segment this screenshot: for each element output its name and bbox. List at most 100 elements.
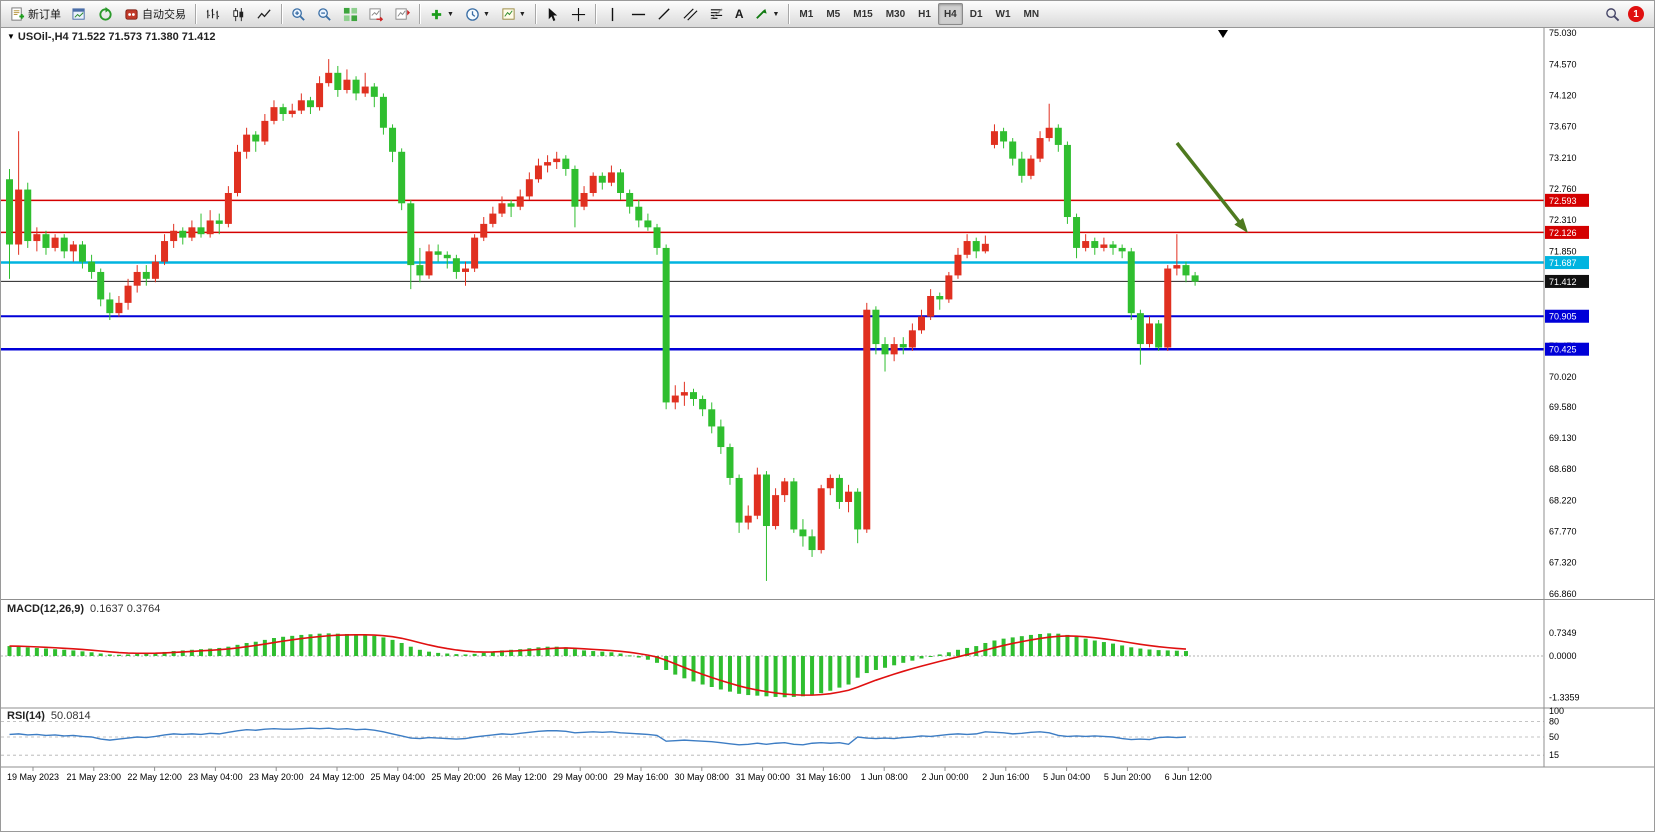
trendline-icon [658,7,670,20]
macd-histogram-bar [582,650,587,656]
bar-chart-mode-button[interactable] [200,3,225,25]
zoom-out-button[interactable] [312,3,337,25]
timeframe-w1-button[interactable]: W1 [990,3,1017,25]
axis-label: 71.687 [1549,258,1577,268]
templates-button[interactable]: ▼ [496,3,531,25]
macd-histogram-bar [618,653,623,656]
dropdown-caret-icon: ▼ [518,10,526,18]
macd-histogram-bar [62,649,67,656]
macd-histogram-bar [627,655,632,657]
candle-body [762,474,770,527]
profiles-button[interactable] [93,3,118,25]
macd-histogram-bar [527,648,532,656]
candle-body [88,261,96,272]
candle-body [1045,127,1053,139]
macd-histogram-bar [591,651,596,656]
cursor-tool-button[interactable] [540,3,565,25]
axis-label: 72.760 [1549,184,1577,194]
candle-body [726,447,734,478]
macd-histogram-bar [116,654,121,656]
toolbar-separator [594,4,596,24]
macd-histogram-bar [700,656,705,685]
horizontal-line-tool-button[interactable] [626,3,651,25]
macd-histogram-bar [253,641,258,656]
timeframe-mn-button[interactable]: MN [1018,3,1046,25]
macd-histogram-bar [463,654,468,656]
macd-histogram-bar [664,656,669,670]
candle-body [1036,138,1044,159]
macd-signal-line [9,633,1187,696]
crosshair-tool-button[interactable] [566,3,591,25]
clock-icon [466,7,479,21]
macd-histogram-bar [126,654,131,656]
macd-histogram-bar [354,634,359,656]
timeframe-m15-button[interactable]: M15 [847,3,878,25]
time-axis[interactable]: 19 May 2023 21 May 23:00 22 May 12:00 23 Ma… [7,767,1212,782]
candle-body [662,247,670,403]
macd-histogram-bar [80,651,85,656]
new-chart-button[interactable] [67,3,92,25]
macd-histogram-bar [864,656,869,674]
macd-histogram-bar [344,633,349,656]
candle-body [945,275,953,300]
macd-histogram-bar [162,651,167,656]
line-chart-mode-button[interactable] [252,3,277,25]
candle-body [334,72,342,90]
axis-label: 67.770 [1549,527,1577,537]
candle-body [106,299,114,314]
auto-scroll-button[interactable] [364,3,389,25]
main-price-pane[interactable] [1,30,1544,581]
trend-arrow-line[interactable] [1175,141,1244,228]
candle-body [635,206,643,221]
candle-body [252,134,260,142]
zoom-in-button[interactable] [286,3,311,25]
bar-shift-marker[interactable] [1218,30,1228,38]
candle-body [990,131,998,145]
macd-histogram-bar [171,651,176,656]
search-button[interactable] [1600,3,1625,25]
candlestick-mode-button[interactable] [226,3,251,25]
vertical-line-tool-button[interactable] [600,3,625,25]
template-icon [502,7,515,20]
candle-body [1082,241,1090,248]
axis-label: 69.130 [1549,433,1577,443]
timeframe-m5-button[interactable]: M5 [820,3,846,25]
timeframe-h4-button[interactable]: H4 [937,3,963,25]
auto-trading-button[interactable]: 自动交易 [119,3,191,25]
candle-body [589,175,597,193]
add-indicator-button[interactable]: ▼ [424,3,459,25]
vertical-line-icon [611,7,614,21]
rsi-pane[interactable] [1,721,1544,756]
collapse-icon[interactable]: ▼ [7,32,15,41]
trendline-tool-button[interactable] [652,3,677,25]
price-axis[interactable]: 75.030 74.570 74.120 73.670 73.210 72.760 72.3… [1543,28,1589,767]
timeframe-m1-button[interactable]: M1 [793,3,819,25]
candle-body [507,203,515,207]
arrows-tool-button[interactable]: ▼ [749,3,784,25]
axis-label: 23 May 20:00 [249,772,304,782]
candle-body [297,100,305,111]
timeframe-h1-button[interactable]: H1 [912,3,937,25]
candle-body [562,158,570,169]
candle-body [735,477,743,523]
macd-histogram-bar [481,652,486,656]
candle-body [826,477,834,489]
fibonacci-tool-button[interactable] [704,3,729,25]
macd-histogram-bar [1010,637,1015,656]
refresh-circle-icon [99,6,112,21]
periods-button[interactable]: ▼ [460,3,495,25]
chart-shift-button[interactable] [390,3,415,25]
axis-label: 5 Jun 20:00 [1104,772,1151,782]
tile-windows-button[interactable] [338,3,363,25]
timeframe-m30-button[interactable]: M30 [880,3,911,25]
candle-body [97,271,105,300]
macd-pane[interactable] [1,633,1544,698]
candle-body [434,251,442,255]
new-order-button[interactable]: 新订单 [5,3,66,25]
notification-badge[interactable]: 1 [1628,6,1644,22]
text-tool-button[interactable]: A [730,3,749,25]
timeframe-d1-button[interactable]: D1 [964,3,989,25]
channel-tool-button[interactable] [678,3,703,25]
